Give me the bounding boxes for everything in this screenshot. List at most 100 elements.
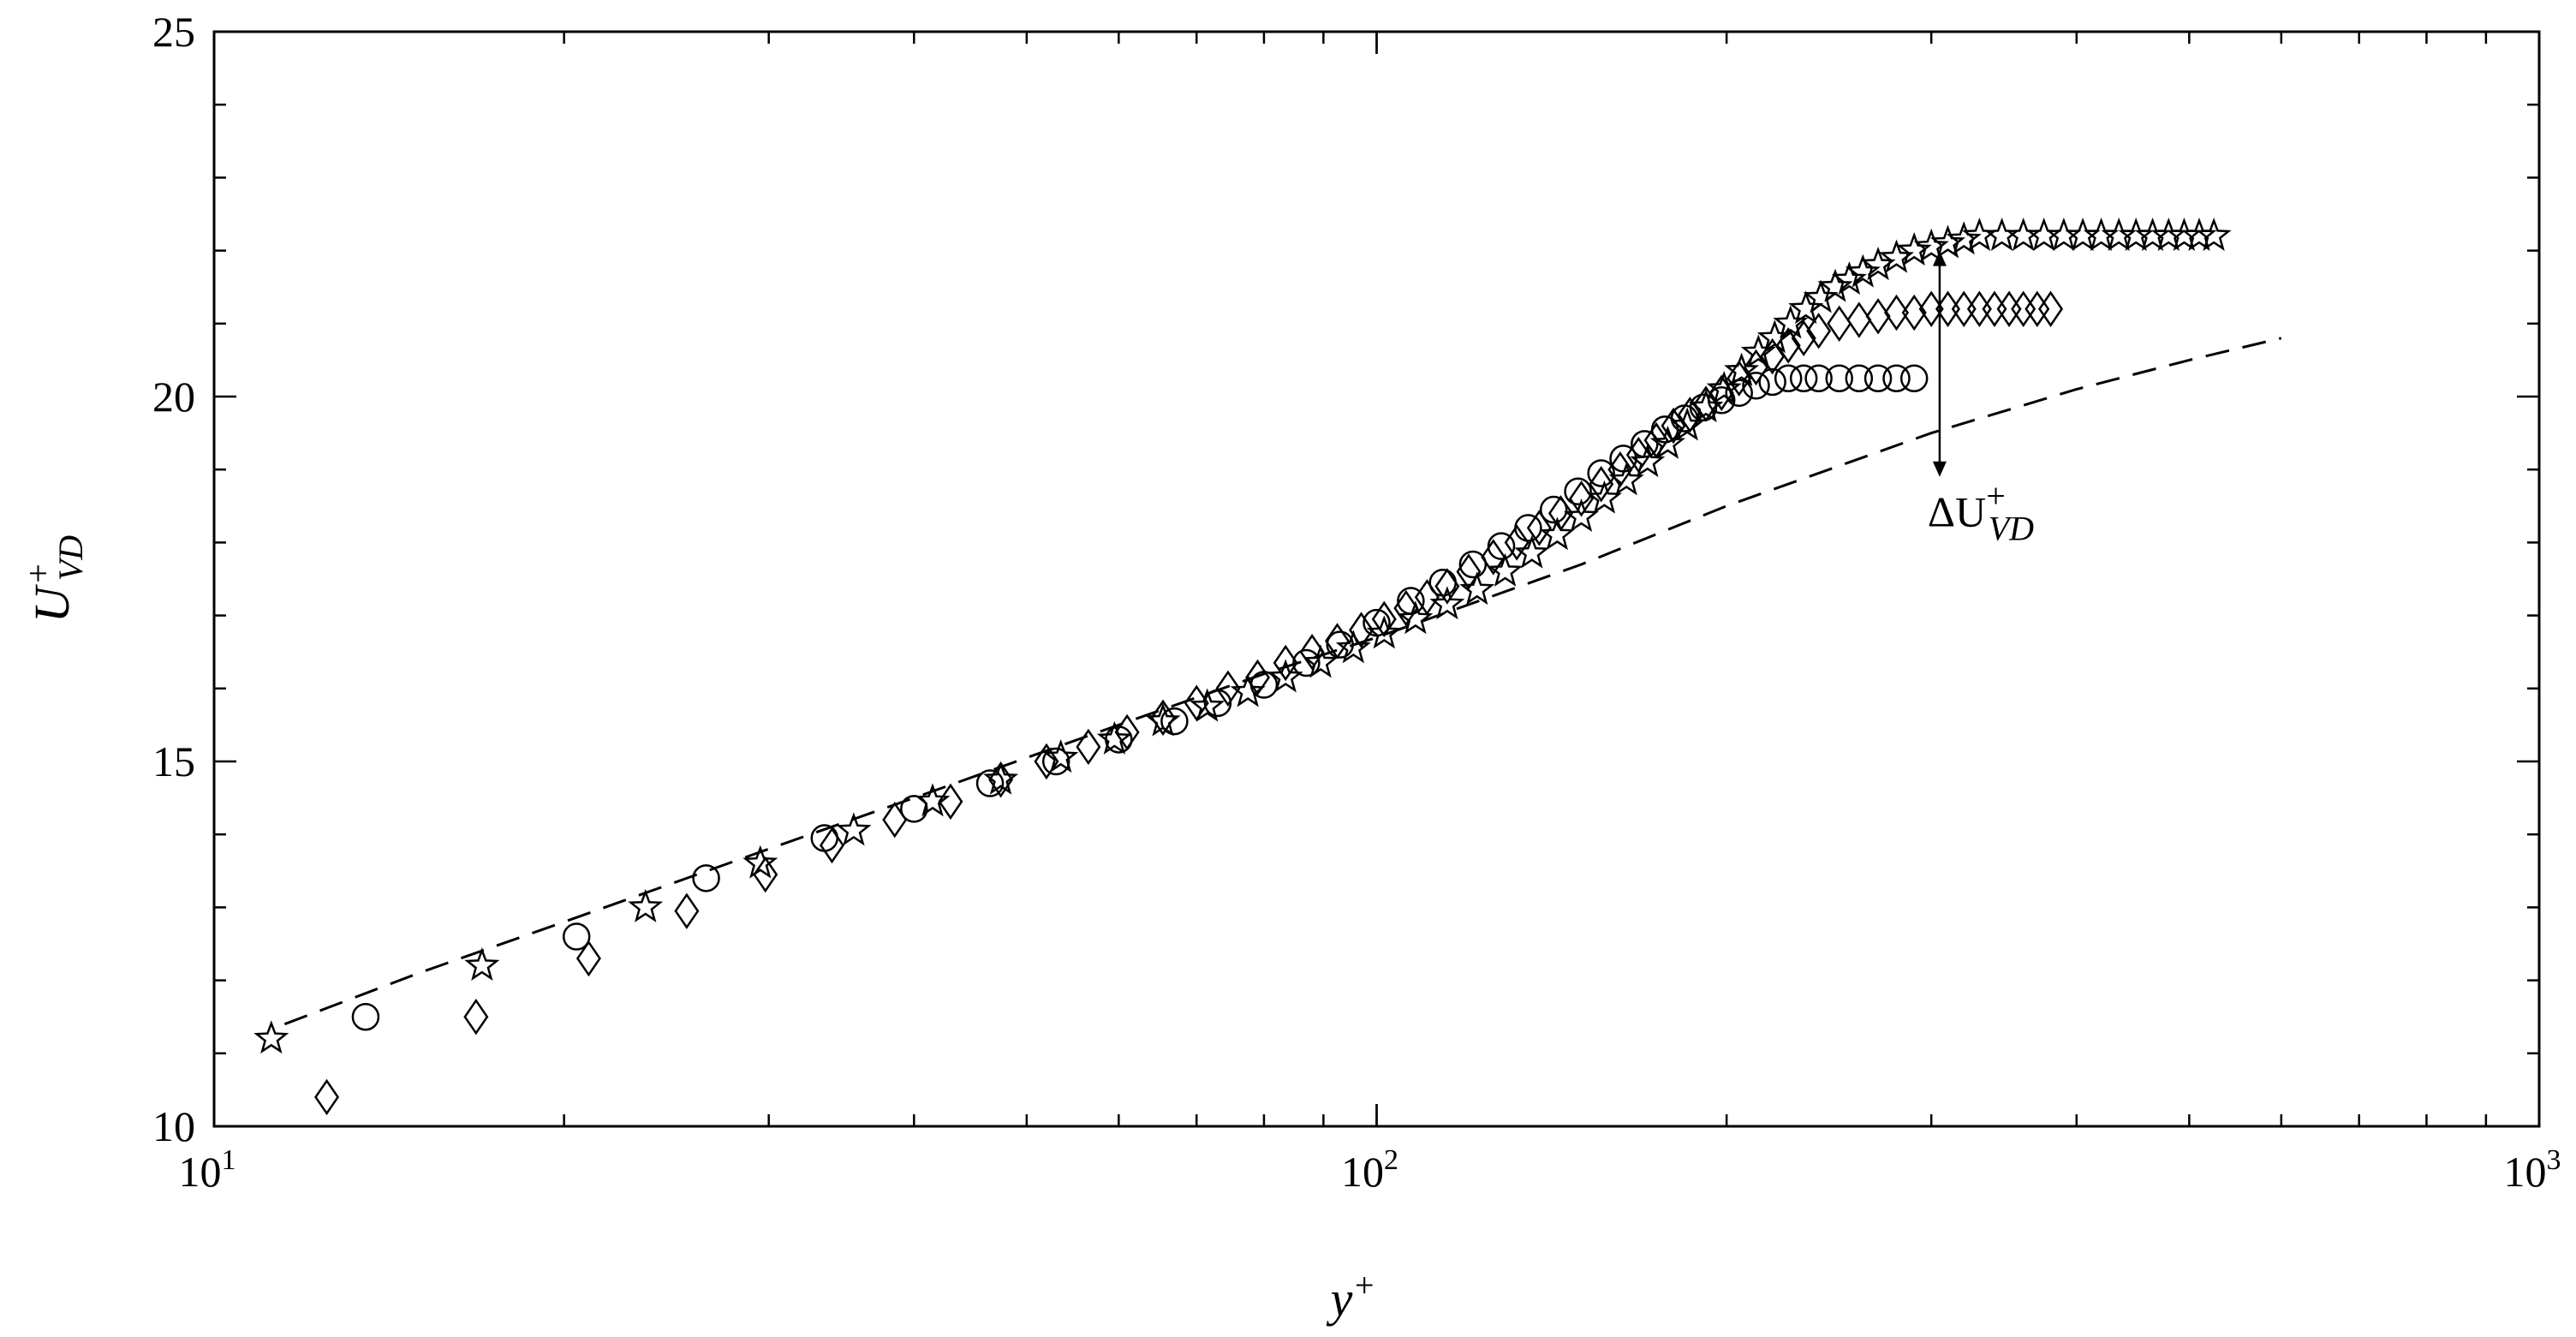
data-point-star: [1688, 389, 1724, 423]
data-point-diamond: [1827, 305, 1852, 343]
data-point-star: [1514, 534, 1550, 569]
data-point-star: [1459, 571, 1495, 606]
data-point-star: [1366, 615, 1402, 649]
data-point-star: [915, 783, 951, 817]
data-point-star: [1831, 261, 1867, 295]
data-point-star: [1946, 221, 1982, 255]
data-point-diamond: [2024, 290, 2050, 327]
annotation-arrowhead-up: [1932, 250, 1947, 266]
delta-annotation: ΔU+ VD: [1928, 250, 2034, 548]
data-point-diamond: [463, 998, 489, 1036]
data-point-circle: [1041, 747, 1070, 776]
data-point-diamond: [314, 1078, 340, 1116]
data-point-circle: [975, 769, 1005, 797]
data-point-star: [1190, 688, 1225, 722]
data-point-star: [1398, 600, 1434, 635]
data-point-diamond: [1434, 568, 1460, 605]
data-point-star: [1303, 644, 1339, 678]
data-point-diamond: [753, 856, 778, 893]
data-point-circle: [1458, 550, 1488, 579]
data-point-diamond: [2011, 290, 2036, 327]
y-tick-label: 20: [152, 373, 195, 421]
data-point-circle: [1292, 648, 1321, 677]
data-point-star: [1706, 370, 1742, 404]
data-point-circle: [1825, 364, 1853, 392]
data-point-diamond: [674, 892, 700, 929]
data-point-star: [1929, 224, 1966, 259]
data-point-star: [1788, 290, 1824, 325]
data-point-diamond: [1245, 659, 1271, 696]
x-tick-label: 102: [1341, 1144, 1398, 1196]
data-point-circle: [351, 1002, 380, 1031]
x-tick-label: 101: [179, 1144, 236, 1196]
data-point-circle: [1742, 371, 1770, 400]
data-point-star: [1724, 352, 1760, 386]
data-point-star: [1096, 720, 1132, 755]
data-point-star: [1803, 279, 1839, 313]
data-point-star: [1488, 552, 1524, 587]
data-point-diamond: [1215, 670, 1241, 707]
data-point-star: [464, 947, 500, 981]
data-point-star: [1043, 739, 1079, 773]
data-point-star: [1563, 498, 1600, 533]
data-point-diamond: [1114, 713, 1140, 751]
data-point-diamond: [819, 827, 844, 864]
data-point-star: [628, 888, 664, 922]
data-point-circle: [1804, 364, 1833, 392]
data-point-circle: [692, 864, 720, 892]
data-point-star: [2135, 218, 2171, 251]
x-tick-label: 103: [2504, 1144, 2561, 1196]
data-point-star: [1335, 630, 1371, 664]
data-point-star: [1267, 659, 1303, 693]
data-point-diamond: [1393, 589, 1419, 627]
axis-ticks: [212, 30, 2541, 1128]
data-point-star: [253, 1020, 289, 1054]
data-point-diamond: [1150, 699, 1176, 737]
data-point-circle: [1564, 477, 1592, 506]
data-point-diamond: [1865, 298, 1891, 335]
x-axis-label: y+: [1327, 1266, 1376, 1327]
data-point-star: [2196, 218, 2232, 251]
data-point-star: [1817, 268, 1853, 302]
data-point-diamond: [1349, 612, 1374, 648]
data-point-diamond: [1884, 294, 1910, 331]
data-point-star: [836, 812, 872, 846]
data-point-star: [983, 761, 1019, 795]
data-point-circle: [1882, 364, 1911, 392]
data-point-diamond: [1481, 539, 1506, 576]
data-point-circle: [1863, 364, 1893, 392]
data-point-circle: [1789, 364, 1818, 392]
data-point-diamond: [2038, 290, 2064, 327]
data-point-star: [1145, 702, 1181, 737]
data-point-diamond: [575, 940, 601, 977]
data-point-circle: [900, 795, 928, 823]
annotation-arrowhead-down: [1932, 461, 1947, 477]
reference-dashed-line: [283, 337, 2282, 1026]
data-point-star: [742, 845, 778, 879]
data-point-star: [1649, 425, 1686, 459]
data-point-diamond: [1034, 743, 1059, 780]
plot-frame: [212, 30, 2541, 1128]
y-tick-label: 25: [152, 8, 195, 56]
data-point-circle: [1587, 459, 1615, 487]
data-markers: [253, 218, 2232, 1116]
data-point-star: [1539, 516, 1575, 551]
data-point-diamond: [1456, 553, 1482, 590]
data-point-circle: [1160, 707, 1189, 736]
data-point-star: [2166, 218, 2202, 251]
data-point-diamond: [1589, 466, 1614, 503]
data-point-diamond: [882, 801, 908, 839]
data-point-star: [2150, 218, 2186, 251]
data-point-circle: [1845, 364, 1874, 392]
data-point-diamond: [1371, 600, 1397, 638]
data-point-diamond: [1299, 633, 1325, 671]
y-axis-label: U+VD: [19, 535, 90, 623]
data-point-diamond: [1504, 524, 1530, 561]
data-point-circle: [1326, 630, 1354, 659]
data-point-diamond: [1846, 301, 1872, 338]
axis-tick-labels: 101 102 103 10 15 20 25: [152, 8, 2561, 1196]
data-point-diamond: [1273, 644, 1298, 682]
data-point-circle: [1774, 364, 1803, 392]
y-tick-label: 15: [152, 737, 195, 785]
